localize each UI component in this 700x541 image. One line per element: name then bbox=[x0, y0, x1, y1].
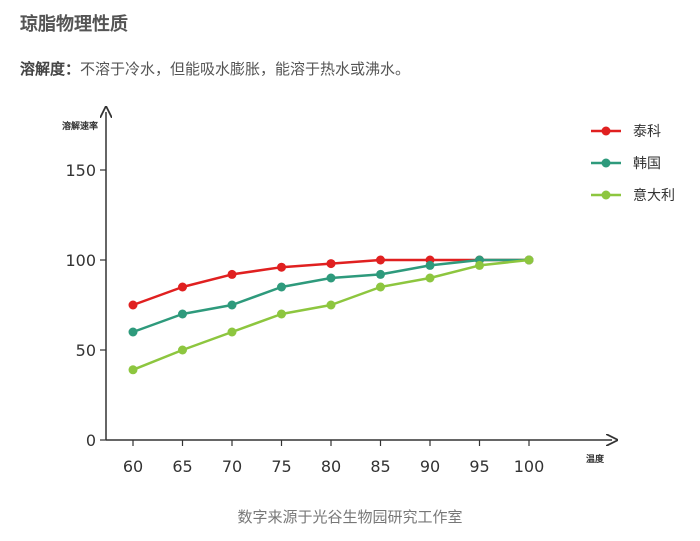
description-label: 溶解度： bbox=[20, 60, 81, 78]
data-point bbox=[376, 282, 385, 292]
data-point bbox=[326, 259, 336, 269]
legend-marker bbox=[601, 158, 611, 168]
legend-item: 韩国 bbox=[591, 156, 661, 172]
x-tick-label: 95 bbox=[469, 457, 489, 476]
y-axis-title: 溶解速率 bbox=[62, 120, 98, 132]
x-tick-label: 90 bbox=[420, 457, 440, 476]
data-point bbox=[425, 260, 435, 270]
legend-label: 意大利 bbox=[633, 187, 675, 204]
data-point bbox=[128, 300, 138, 310]
data-point bbox=[128, 327, 138, 337]
description: 溶解度：不溶于冷水，但能吸水膨胀，能溶于热水或沸水。 bbox=[20, 58, 410, 79]
legend-marker bbox=[601, 190, 611, 200]
x-tick-label: 80 bbox=[321, 457, 341, 476]
y-tick-label: 100 bbox=[65, 251, 96, 270]
data-point bbox=[376, 269, 385, 279]
x-tick-label: 65 bbox=[172, 457, 192, 476]
legend-label: 泰科 bbox=[633, 124, 661, 140]
data-point bbox=[277, 262, 286, 272]
y-tick-label: 0 bbox=[86, 431, 96, 450]
data-point bbox=[277, 309, 286, 319]
series-group bbox=[128, 255, 534, 375]
x-tick-label: 100 bbox=[514, 457, 545, 476]
legend-item: 泰科 bbox=[591, 124, 661, 140]
series-line bbox=[132, 258, 529, 334]
data-point bbox=[326, 300, 336, 310]
x-tick-label: 70 bbox=[222, 457, 242, 476]
data-point bbox=[178, 345, 187, 355]
data-point bbox=[178, 309, 187, 319]
data-point bbox=[524, 255, 534, 265]
description-text: 不溶于冷水，但能吸水膨胀，能溶于热水或沸水。 bbox=[80, 60, 411, 78]
data-point bbox=[227, 300, 237, 310]
legend-marker bbox=[601, 126, 611, 136]
data-point bbox=[227, 327, 237, 337]
y-tick-label: 50 bbox=[76, 341, 96, 360]
data-point bbox=[178, 282, 187, 292]
x-axis-title: 温度 bbox=[586, 453, 605, 465]
data-point bbox=[277, 282, 286, 292]
y-tick-label: 150 bbox=[65, 161, 96, 180]
series-group bbox=[128, 255, 534, 310]
x-tick-label: 85 bbox=[370, 457, 390, 476]
data-point bbox=[376, 255, 385, 265]
x-tick-label: 75 bbox=[271, 457, 291, 476]
page-title: 琼脂物理性质 bbox=[20, 14, 128, 35]
data-point bbox=[326, 273, 336, 283]
legend-label: 韩国 bbox=[633, 156, 661, 172]
data-point bbox=[425, 273, 435, 283]
data-source-note: 数字来源于光谷生物园研究工作室 bbox=[237, 508, 463, 526]
legend-item: 意大利 bbox=[591, 187, 675, 204]
x-tick-label: 60 bbox=[123, 457, 143, 476]
data-point bbox=[128, 365, 138, 375]
data-point bbox=[227, 269, 237, 279]
data-point bbox=[475, 260, 484, 270]
